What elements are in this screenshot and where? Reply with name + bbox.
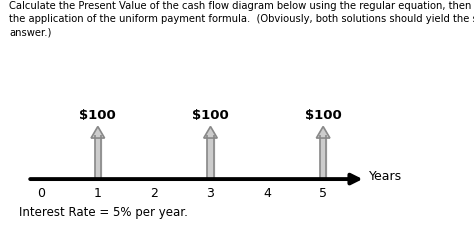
Text: $100: $100: [80, 109, 116, 122]
Text: Interest Rate = 5% per year.: Interest Rate = 5% per year.: [19, 206, 188, 219]
Polygon shape: [204, 126, 217, 138]
Text: Years: Years: [369, 170, 402, 183]
Text: 1: 1: [94, 187, 102, 200]
Text: 3: 3: [207, 187, 214, 200]
Text: $100: $100: [192, 109, 229, 122]
Polygon shape: [316, 126, 330, 138]
Text: 0: 0: [37, 187, 46, 200]
Text: 4: 4: [263, 187, 271, 200]
Polygon shape: [91, 126, 105, 138]
Text: $100: $100: [305, 109, 342, 122]
Text: 5: 5: [319, 187, 327, 200]
Text: 2: 2: [150, 187, 158, 200]
Text: Calculate the Present Value of the cash flow diagram below using the regular equ: Calculate the Present Value of the cash …: [9, 1, 474, 38]
